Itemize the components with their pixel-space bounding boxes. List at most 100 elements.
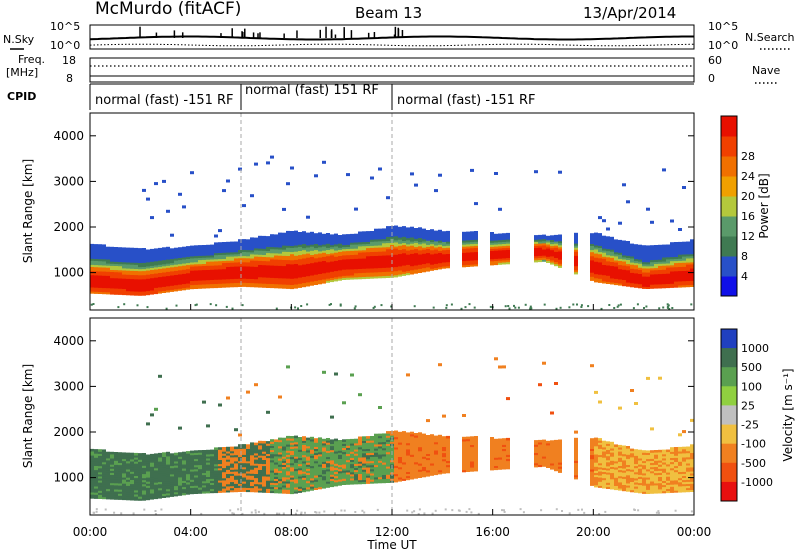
range-cell [574, 257, 578, 260]
range-cell [134, 276, 138, 280]
range-cell [198, 491, 202, 494]
range-cell [186, 471, 190, 475]
range-cell [206, 462, 210, 465]
range-cell [634, 272, 638, 276]
range-cell [218, 451, 222, 454]
range-cell [94, 459, 98, 462]
range-cell [194, 255, 198, 259]
range-cell [126, 286, 130, 290]
range-cell [414, 242, 418, 245]
range-cell [290, 468, 294, 472]
range-cell [682, 254, 686, 257]
range-cell [314, 268, 318, 271]
range-cell [286, 458, 290, 461]
range-cell [286, 365, 290, 369]
range-cell [150, 482, 154, 486]
range-cell [290, 265, 294, 269]
range-cell [370, 245, 374, 248]
range-cell [410, 251, 414, 254]
range-cell [350, 480, 354, 483]
range-cell [622, 256, 626, 260]
range-cell [122, 255, 126, 259]
range-cell [410, 228, 414, 232]
range-cell [114, 271, 118, 275]
range-cell [286, 435, 290, 439]
range-cell [270, 281, 274, 284]
range-cell [122, 282, 126, 285]
range-cell [394, 246, 398, 249]
range-cell [374, 435, 378, 439]
range-cell [378, 269, 382, 273]
range-cell [146, 485, 150, 488]
range-cell [190, 462, 194, 466]
range-cell [350, 264, 354, 268]
range-cell [190, 278, 194, 281]
range-cell [202, 458, 206, 461]
range-cell [218, 484, 222, 487]
range-cell [90, 260, 94, 263]
range-cell [638, 250, 642, 254]
range-cell [414, 228, 418, 231]
range-cell [446, 257, 450, 261]
range-cell [186, 262, 190, 266]
range-cell [138, 252, 142, 255]
range-cell [442, 264, 446, 267]
range-cell [580, 304, 583, 307]
range-cell [278, 255, 282, 258]
range-cell [666, 283, 670, 287]
range-cell [342, 236, 346, 239]
range-cell [290, 268, 294, 271]
range-cell [282, 448, 286, 451]
range-cell [402, 439, 406, 442]
range-cell [310, 235, 314, 239]
range-cell [646, 247, 650, 250]
range-cell [118, 497, 122, 500]
range-cell [282, 251, 286, 254]
range-cell [210, 285, 214, 289]
range-cell [318, 464, 322, 467]
range-cell [94, 471, 98, 475]
range-cell [354, 453, 358, 456]
range-cell [686, 245, 690, 249]
range-cell [254, 245, 258, 249]
range-cell [622, 277, 626, 280]
range-cell [650, 263, 654, 267]
range-cell [430, 268, 434, 271]
range-cell [666, 265, 670, 268]
range-cell [650, 282, 654, 285]
range-cell [622, 250, 626, 254]
range-cell [318, 259, 322, 262]
range-cell [102, 246, 106, 250]
range-cell [258, 446, 262, 450]
range-cell [334, 276, 338, 280]
range-cell [138, 270, 142, 274]
range-cell [118, 468, 122, 472]
range-cell [286, 255, 290, 259]
range-cell [326, 464, 330, 468]
range-cell [678, 272, 682, 276]
range-cell [274, 238, 278, 242]
noise-right-tick-lo: 10^0 [708, 39, 738, 52]
range-cell [130, 467, 134, 470]
range-cell [330, 476, 334, 479]
range-cell [114, 486, 118, 490]
range-cell [190, 268, 194, 271]
range-cell [350, 438, 354, 442]
range-cell [122, 274, 126, 277]
range-cell [394, 444, 398, 448]
range-cell [218, 453, 222, 456]
range-cell [398, 435, 402, 439]
range-cell [442, 253, 446, 257]
range-cell [118, 265, 122, 269]
range-cell [278, 285, 282, 289]
range-cell [682, 247, 686, 251]
range-cell [202, 251, 206, 254]
range-cell [214, 254, 218, 258]
range-cell [238, 481, 242, 484]
range-cell [130, 264, 134, 267]
range-cell [194, 470, 198, 474]
range-cell [654, 281, 658, 285]
range-cell [646, 257, 650, 261]
range-cell [226, 485, 230, 489]
